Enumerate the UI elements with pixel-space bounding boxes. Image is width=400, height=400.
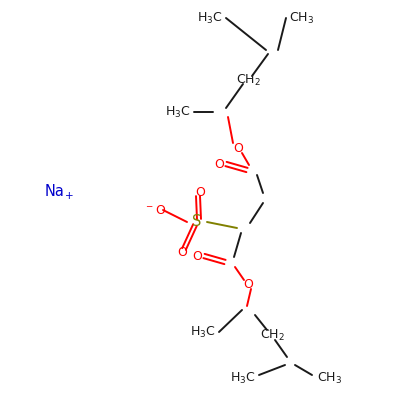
Text: CH$_3$: CH$_3$ bbox=[290, 10, 314, 26]
Text: O: O bbox=[177, 246, 187, 258]
Text: CH$_2$: CH$_2$ bbox=[260, 328, 284, 342]
Text: H$_3$C: H$_3$C bbox=[197, 10, 223, 26]
Text: Na: Na bbox=[45, 184, 65, 200]
Text: CH$_2$: CH$_2$ bbox=[236, 72, 260, 88]
Text: O: O bbox=[214, 158, 224, 170]
Text: O: O bbox=[195, 186, 205, 200]
Text: CH$_3$: CH$_3$ bbox=[318, 370, 342, 386]
Text: $^-$O: $^-$O bbox=[144, 204, 166, 216]
Text: H$_3$C: H$_3$C bbox=[165, 104, 191, 120]
Text: O: O bbox=[233, 142, 243, 154]
Text: H$_3$C: H$_3$C bbox=[230, 370, 256, 386]
Text: +: + bbox=[65, 191, 73, 201]
Text: H$_3$C: H$_3$C bbox=[190, 324, 216, 340]
Text: O: O bbox=[192, 250, 202, 262]
Text: O: O bbox=[243, 278, 253, 292]
Text: S: S bbox=[192, 214, 202, 230]
